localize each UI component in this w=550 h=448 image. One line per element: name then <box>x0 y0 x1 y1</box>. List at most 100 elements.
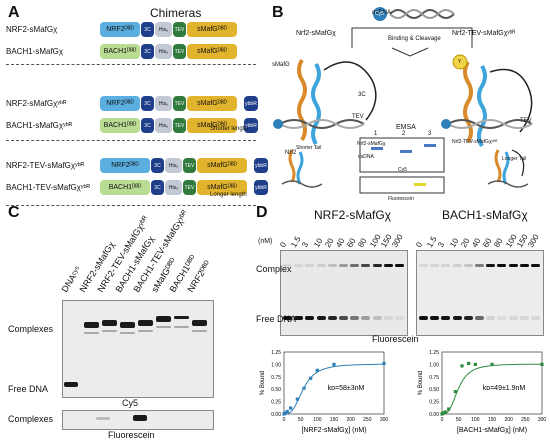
domain-tev: TEV <box>183 180 196 195</box>
d-free-band <box>452 316 462 320</box>
c-band-smear <box>120 332 135 334</box>
cy5-dot-top <box>373 7 387 21</box>
y-axis-label: % Bound <box>260 371 266 395</box>
d-complex-band <box>452 264 462 267</box>
d-complex-label: Complex <box>256 264 292 274</box>
gel-band-3 <box>424 144 436 147</box>
nrf2-helix-left <box>311 62 321 146</box>
shorter-tail-label: Shorter Tail <box>296 145 322 151</box>
binding-bracket <box>351 27 473 48</box>
domain-ybbr: ybbR <box>254 158 268 173</box>
d-complex-band <box>497 264 507 267</box>
d-complex-band <box>441 264 451 267</box>
domain-tev: TEV <box>173 44 186 59</box>
d-complex-band <box>486 264 496 267</box>
dsdna-label: dsDNA <box>372 10 392 16</box>
domain-ybbr: ybbR <box>254 180 268 195</box>
c-fluor-band-a <box>96 417 110 420</box>
kd-left: kᴅ=58±3nM <box>328 385 365 392</box>
binding-arrow <box>391 47 429 57</box>
dbd-domain: NRF2ᴰᴮᴰ <box>100 158 150 173</box>
domain-tev: TEV <box>173 22 186 37</box>
plot-right: 0.00 0.25 0.50 0.75 1.00 1.25 0 50 100 150 200 250 3… <box>418 350 546 434</box>
data-point <box>332 362 336 366</box>
domain-tev: TEV <box>173 96 186 111</box>
d-complex-band <box>283 264 292 267</box>
x-tick: 100 <box>471 417 480 423</box>
x-tick: 50 <box>298 417 304 423</box>
conc-label: 300 <box>526 232 541 249</box>
d-complex-band <box>372 264 382 267</box>
data-point <box>473 362 477 366</box>
dna-right-a <box>447 119 533 129</box>
domain-his: His₆ <box>155 118 172 133</box>
y-tick: 0.75 <box>429 375 439 381</box>
data-point <box>460 364 464 368</box>
domain-3c: 3C <box>151 180 164 195</box>
emsa-gel-cy5 <box>359 137 445 173</box>
panel-c-letter: C <box>8 204 20 221</box>
conc-label: 20 <box>323 236 336 249</box>
longer-tail-label: Longer Tail <box>502 156 527 162</box>
x-tick: 200 <box>504 417 513 423</box>
data-point <box>447 407 451 411</box>
y-tick: 0.25 <box>429 400 439 406</box>
data-point <box>382 361 386 366</box>
conc-label: 0 <box>278 240 289 249</box>
dbd-domain: BACH1ᴰᴮᴰ <box>100 118 140 133</box>
domain-his: His₆ <box>155 96 172 111</box>
d-complex-band <box>395 264 404 267</box>
small-nrf2-left <box>296 151 304 185</box>
panel-b-schematic <box>273 7 533 194</box>
domain-smafg: sMafGᴰᴮᴰ <box>187 44 237 59</box>
d-complex-band <box>463 264 473 267</box>
domain-3c: 3C <box>141 22 154 37</box>
d-free-band <box>497 316 507 320</box>
d-free-band <box>383 316 393 320</box>
panel-a-title: Chimeras <box>150 6 202 20</box>
domain-ybbr: ybbR <box>244 118 258 133</box>
lane-2: 2 <box>402 131 406 137</box>
c-complexes-label: Complexes <box>8 324 54 334</box>
small-nrf2-right <box>502 151 510 185</box>
domain-smafg: sMafGᴰᴮᴰ <box>197 180 247 195</box>
d-free-dna-label: Free DNA <box>256 314 297 324</box>
conc-label: 10 <box>447 236 461 249</box>
small-dna-right <box>487 180 529 188</box>
d-complex-band <box>294 264 304 267</box>
conc-label: 80 <box>356 236 369 249</box>
d-right-title: BACH1-sMafGχ <box>442 208 528 222</box>
d-free-band <box>519 316 529 320</box>
d-free-band <box>305 316 315 320</box>
conc-label: 3 <box>300 240 311 249</box>
d-free-band <box>441 316 451 320</box>
kd-right: kᴅ=49±1.9nM <box>483 385 526 392</box>
ybbr-badge <box>452 54 468 70</box>
c-band-complex <box>156 316 171 322</box>
c-band-complex <box>102 320 117 326</box>
d-free-band <box>316 316 326 320</box>
d-free-band <box>508 316 518 320</box>
panel-d-letter: D <box>256 204 268 221</box>
band-label-3: Nrf2-TEV-sMafGχʸᵇᴿ <box>452 139 498 145</box>
c-band-smear <box>174 326 189 328</box>
dbd-domain: NRF2ᴰᴮᴰ <box>100 22 140 37</box>
conc-label: 80 <box>492 236 505 249</box>
domain-3c: 3C <box>141 44 154 59</box>
cy5-top-label: Cy5 <box>375 11 384 17</box>
y-tick: 0.25 <box>271 400 281 406</box>
construct-label: NRF2-sMafGχ <box>6 25 58 34</box>
b-y-badge: Y <box>458 59 462 65</box>
conc-label: 3 <box>436 240 447 249</box>
dna-left-a <box>279 119 365 129</box>
domain-3c: 3C <box>151 158 164 173</box>
d-free-band <box>531 316 540 320</box>
c-fluor-band-b <box>133 415 147 421</box>
x-tick: 50 <box>456 417 462 423</box>
dsdna-helix-b <box>389 9 455 19</box>
x-tick: 200 <box>346 417 355 423</box>
c-band-smear <box>156 326 171 328</box>
cy5-dot-left <box>273 119 283 129</box>
x-tick: 300 <box>380 417 389 423</box>
y-tick: 0.00 <box>429 412 439 418</box>
